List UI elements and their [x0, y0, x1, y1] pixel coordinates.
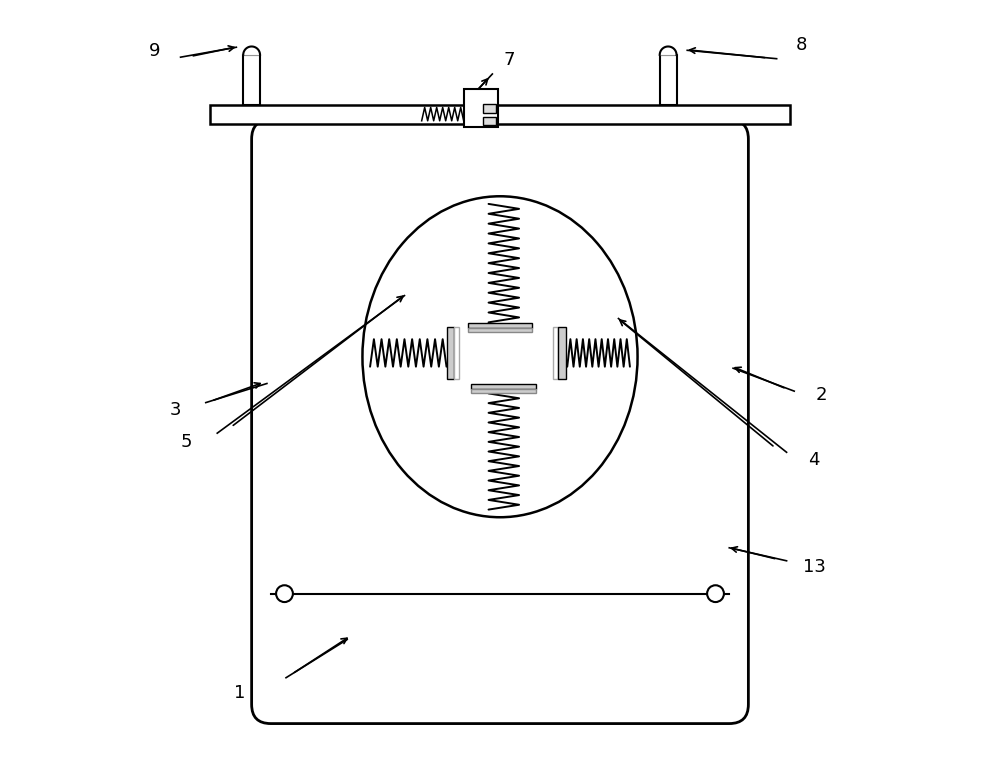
Bar	[558, 327, 566, 379]
Text: 13: 13	[803, 558, 826, 576]
Bar	[553, 327, 558, 379]
Circle shape	[276, 585, 293, 602]
FancyBboxPatch shape	[252, 120, 748, 723]
Bar	[471, 390, 536, 393]
Polygon shape	[243, 47, 260, 55]
Bar	[468, 328, 532, 332]
Bar	[464, 89, 498, 127]
Text: 2: 2	[815, 386, 827, 404]
Text: 3: 3	[169, 401, 181, 420]
Circle shape	[707, 585, 724, 602]
Bar	[660, 55, 677, 104]
Text: 8: 8	[796, 36, 808, 54]
Text: 1: 1	[234, 684, 246, 702]
Bar	[447, 327, 454, 379]
Polygon shape	[660, 47, 677, 55]
Text: 5: 5	[181, 433, 192, 451]
Text: 9: 9	[149, 42, 160, 60]
Bar	[454, 327, 459, 379]
Bar	[210, 104, 790, 123]
Text: 4: 4	[808, 451, 819, 469]
Bar	[483, 104, 496, 113]
Bar	[471, 384, 536, 389]
Ellipse shape	[362, 196, 638, 517]
Text: 7: 7	[503, 51, 515, 69]
Bar	[483, 117, 496, 125]
Bar	[468, 323, 532, 328]
Bar	[243, 55, 260, 104]
